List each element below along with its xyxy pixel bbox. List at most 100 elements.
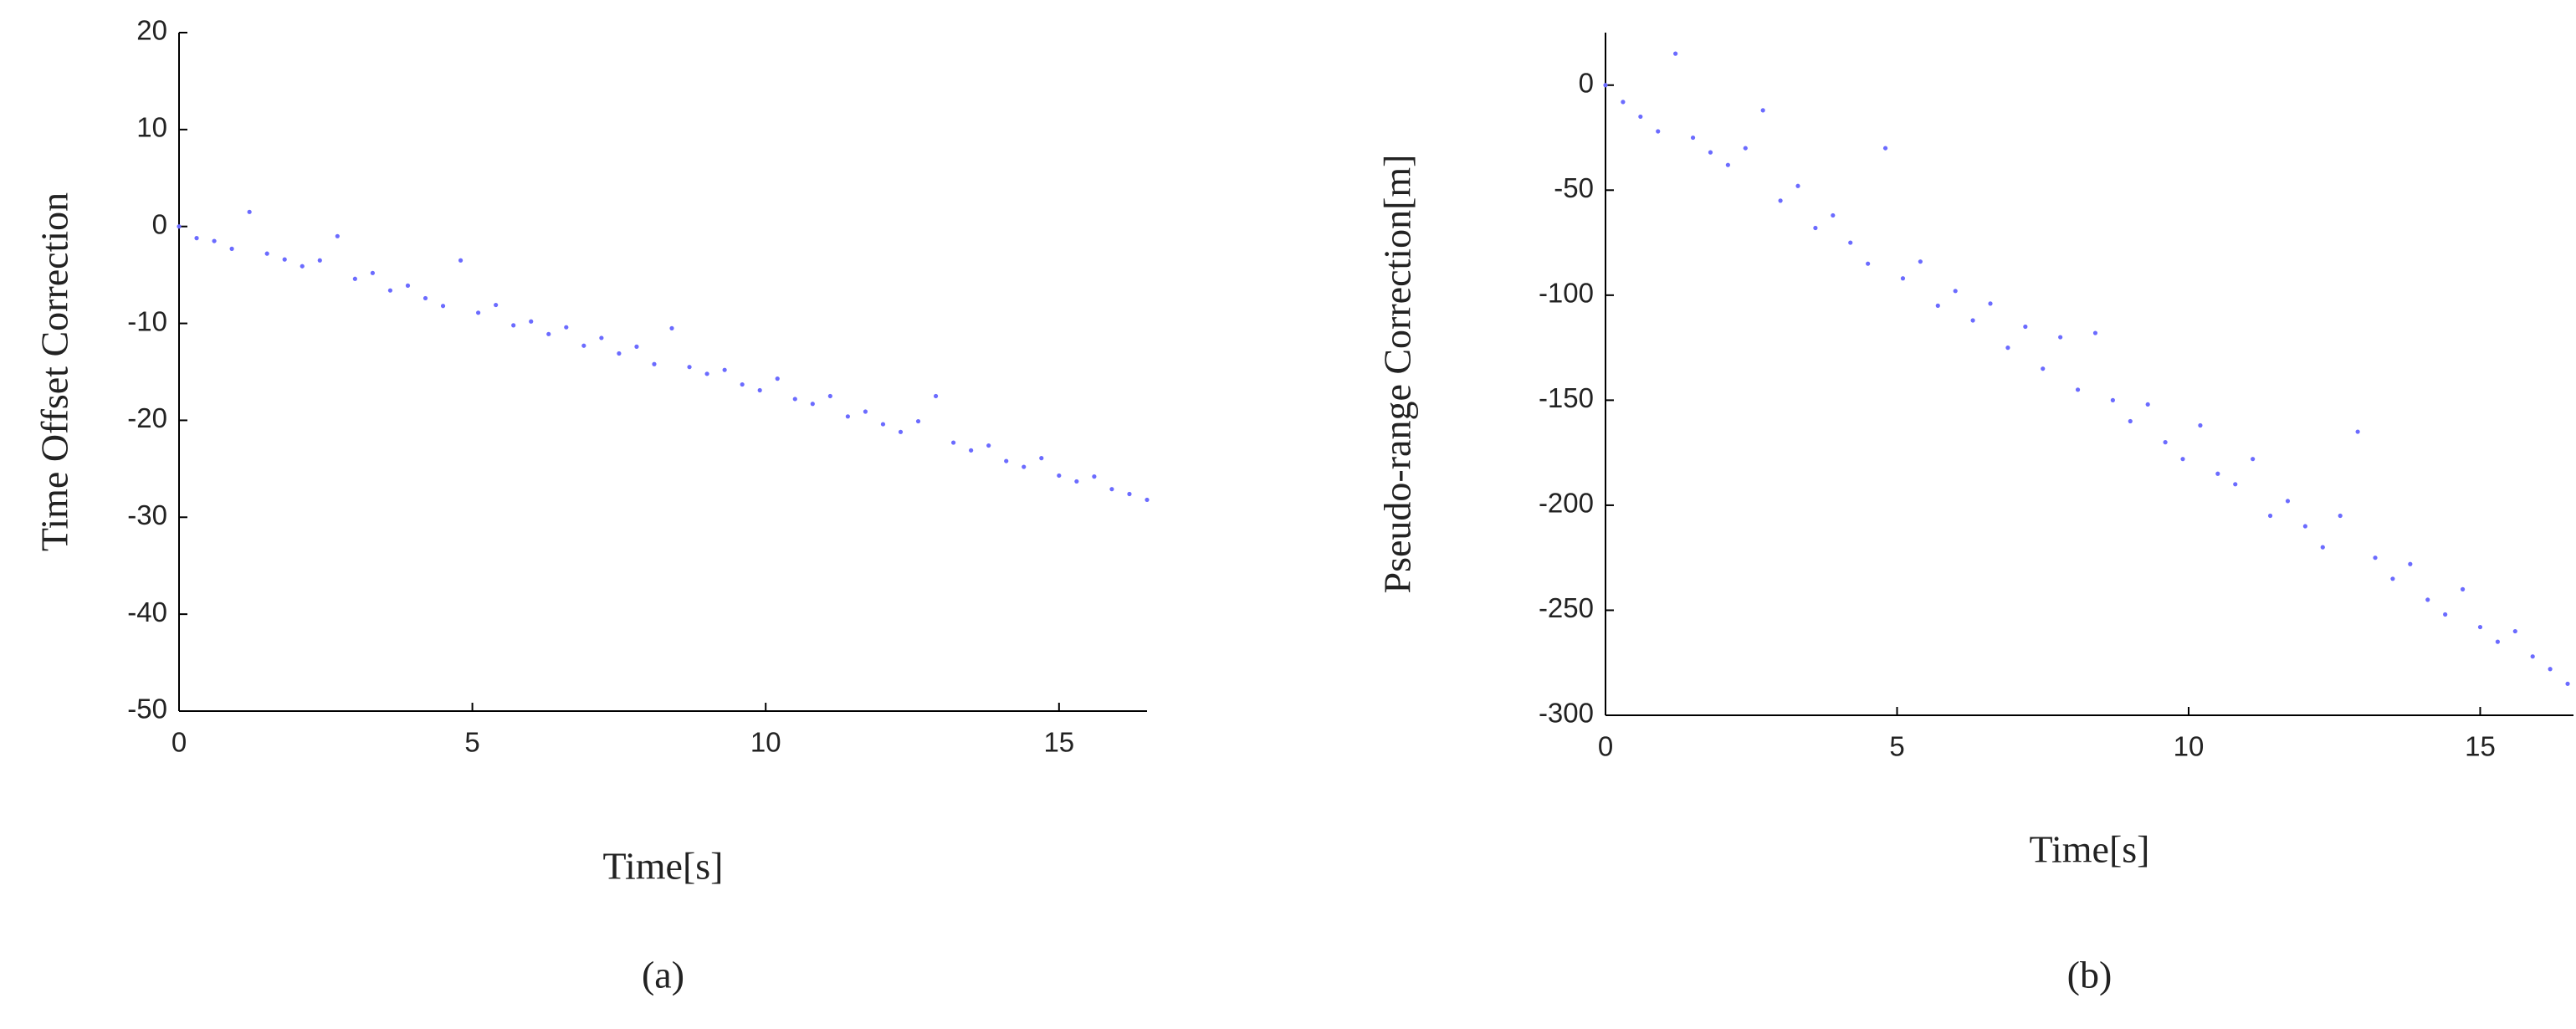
data-point xyxy=(1621,100,1626,105)
x-axis-label: Time[s] xyxy=(2030,828,2150,871)
data-point xyxy=(405,283,411,288)
data-point xyxy=(2565,681,2570,686)
data-point xyxy=(740,381,745,387)
data-point xyxy=(2477,624,2483,630)
data-point xyxy=(652,361,657,366)
data-point xyxy=(898,429,904,434)
data-point xyxy=(1673,51,1678,56)
y-tick-label: -50 xyxy=(127,694,167,724)
data-point xyxy=(387,288,393,293)
data-point xyxy=(1813,225,1818,231)
data-point xyxy=(2267,513,2273,519)
data-point xyxy=(757,387,762,393)
data-point xyxy=(2180,457,2185,462)
data-point xyxy=(2495,639,2500,644)
y-tick-label: -150 xyxy=(1539,382,1594,413)
data-point xyxy=(1109,487,1114,492)
data-point xyxy=(951,440,956,445)
data-point xyxy=(1725,162,1730,167)
y-tick-label: -20 xyxy=(127,402,167,433)
data-point xyxy=(2425,597,2430,602)
x-tick-label: 0 xyxy=(1598,731,1613,762)
data-point xyxy=(440,304,446,309)
data-point xyxy=(1638,114,1643,120)
y-tick-label: -50 xyxy=(1554,172,1594,203)
x-tick-label: 5 xyxy=(464,727,479,758)
data-point xyxy=(458,258,463,263)
data-point xyxy=(634,344,639,349)
y-tick-label: 10 xyxy=(136,112,167,143)
data-point xyxy=(2233,482,2238,487)
data-point xyxy=(1900,276,1906,281)
data-point xyxy=(1760,108,1765,113)
y-tick-label: -30 xyxy=(127,499,167,530)
data-point xyxy=(546,331,551,336)
y-tick-label: -40 xyxy=(127,596,167,627)
data-point xyxy=(2460,586,2466,591)
data-point xyxy=(2058,335,2063,340)
data-point xyxy=(2110,397,2115,402)
data-point xyxy=(617,351,622,356)
data-point xyxy=(300,264,305,269)
data-point xyxy=(1778,198,1783,203)
data-point xyxy=(2530,654,2535,659)
data-point xyxy=(1866,261,1871,266)
x-axis-label: Time[s] xyxy=(603,845,724,888)
data-point xyxy=(1127,491,1132,497)
data-point xyxy=(2302,524,2307,529)
data-point xyxy=(845,414,850,419)
data-point xyxy=(177,224,182,229)
data-point xyxy=(933,393,939,399)
data-point xyxy=(1690,135,1696,141)
panel-label: (a) xyxy=(642,954,684,996)
data-point xyxy=(969,448,974,453)
y-tick-label: -200 xyxy=(1539,488,1594,519)
data-point xyxy=(247,209,252,214)
data-point xyxy=(1935,303,1940,308)
data-point xyxy=(2320,545,2325,550)
y-tick-label: -250 xyxy=(1539,592,1594,623)
y-tick-label: 0 xyxy=(1579,67,1594,98)
data-point xyxy=(1074,479,1079,484)
data-point xyxy=(264,251,269,256)
data-point xyxy=(915,418,921,424)
data-point xyxy=(2251,457,2256,462)
data-point xyxy=(810,402,815,407)
data-point xyxy=(599,335,604,340)
data-point xyxy=(282,257,287,262)
data-point xyxy=(2145,402,2150,407)
data-point xyxy=(511,323,516,328)
data-point xyxy=(722,367,727,372)
data-point xyxy=(775,376,780,381)
data-point xyxy=(2128,418,2133,424)
data-point xyxy=(335,233,340,238)
data-point xyxy=(1988,301,1993,306)
data-point xyxy=(212,238,217,243)
y-tick-label: 20 xyxy=(136,15,167,46)
data-point xyxy=(2390,576,2395,581)
x-tick-label: 15 xyxy=(2465,731,2496,762)
data-point xyxy=(1092,474,1097,479)
data-point xyxy=(352,276,357,281)
y-axis-label: Pseudo-range Correction[m] xyxy=(1376,154,1419,593)
data-point xyxy=(1022,464,1027,469)
data-point xyxy=(687,365,692,370)
x-tick-label: 0 xyxy=(172,727,187,758)
data-point xyxy=(1656,129,1661,134)
data-point xyxy=(370,270,375,275)
data-point xyxy=(1004,458,1009,463)
data-point xyxy=(2041,366,2046,371)
x-tick-label: 10 xyxy=(750,727,781,758)
y-tick-label: 0 xyxy=(152,208,167,239)
data-point xyxy=(2548,667,2553,672)
panel-label: (b) xyxy=(2067,954,2113,996)
data-point xyxy=(581,343,586,348)
data-point xyxy=(1603,83,1608,88)
data-point xyxy=(2075,387,2081,392)
data-point xyxy=(1848,240,1853,245)
y-tick-label: -300 xyxy=(1539,698,1594,729)
data-point xyxy=(1708,150,1713,155)
data-point xyxy=(494,302,499,308)
data-point xyxy=(2338,513,2343,519)
